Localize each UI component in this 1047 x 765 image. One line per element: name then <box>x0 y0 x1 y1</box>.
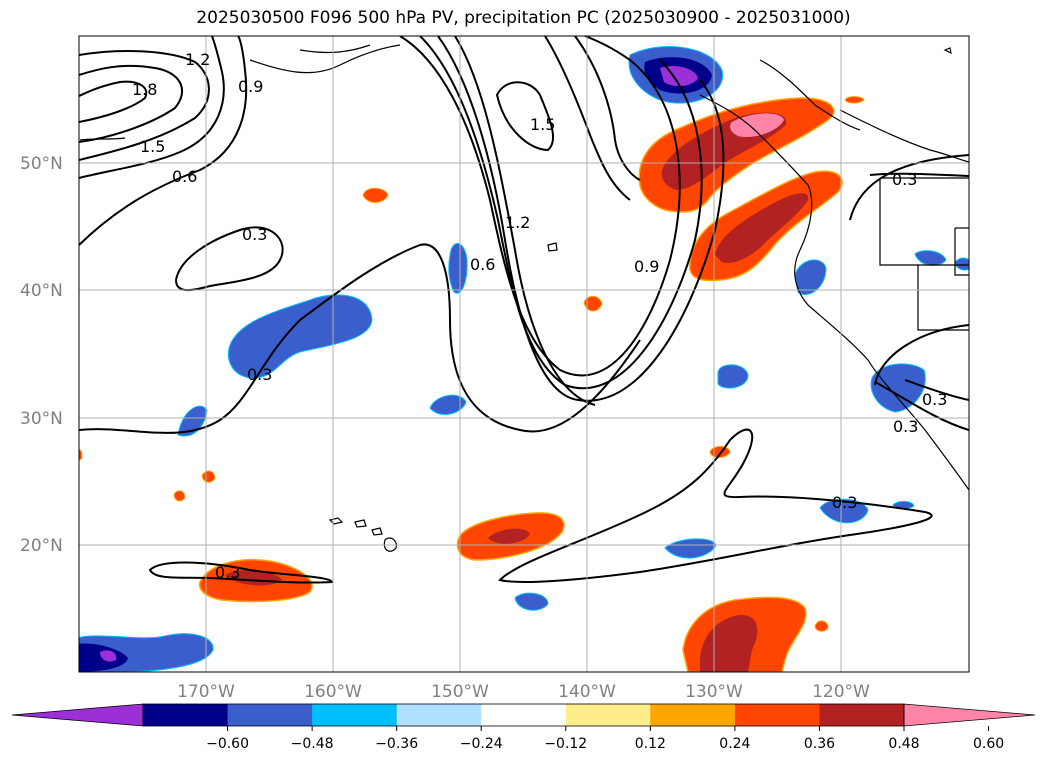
colorbar-segment <box>819 704 905 726</box>
colorbar-tick-label: 0.24 <box>719 736 750 752</box>
lon-label: 140°W <box>558 682 616 702</box>
lon-label: 150°W <box>431 682 489 702</box>
colorbar: −0.60 −0.48 −0.36 −0.24 −0.12 0.12 0.24 0.36 0.4… <box>11 703 1036 752</box>
contour-label: 1.5 <box>530 115 555 134</box>
lon-label: 130°W <box>685 682 743 702</box>
colorbar-tick-label: −0.36 <box>375 736 418 752</box>
plot-border <box>78 35 970 673</box>
lon-label: 170°W <box>177 682 235 702</box>
contour-label-group: 1.2 1.8 1.5 0.9 0.6 0.3 1.5 1.2 0.6 0.9 … <box>132 50 947 582</box>
colorbar-tick-label: −0.48 <box>291 736 334 752</box>
precip-negative-areas <box>79 46 969 672</box>
map-title: 2025030500 F096 500 hPa PV, precipitatio… <box>196 8 851 28</box>
colorbar-segment <box>650 704 736 726</box>
contour-label: 0.3 <box>893 417 918 436</box>
colorbar-tick-label: −0.24 <box>460 736 503 752</box>
colorbar-segment <box>565 704 651 726</box>
lat-label: 30°N <box>20 409 63 429</box>
lon-label: 120°W <box>812 682 870 702</box>
hawaiian-islands <box>328 47 952 552</box>
colorbar-tick-label: −0.60 <box>206 736 249 752</box>
lat-label: 20°N <box>20 536 63 556</box>
colorbar-tick-label: 0.48 <box>888 736 919 752</box>
colorbar-extend-min <box>11 703 144 727</box>
colorbar-segment <box>312 704 398 726</box>
gridlines <box>79 36 969 672</box>
lat-label: 40°N <box>20 281 63 301</box>
contour-label: 0.9 <box>238 77 263 96</box>
lon-label: 160°W <box>304 682 362 702</box>
colorbar-segment <box>227 704 313 726</box>
colorbar-segment <box>396 704 482 726</box>
colorbar-tick-label: −0.12 <box>544 736 587 752</box>
contour-label: 0.3 <box>242 225 267 244</box>
colorbar-segment <box>734 704 820 726</box>
contour-label: 0.6 <box>470 255 495 274</box>
colorbar-tick-label: 0.60 <box>973 736 1004 752</box>
contour-label: 0.3 <box>215 563 240 582</box>
colorbar-border <box>142 703 905 727</box>
contour-label: 0.9 <box>634 257 659 276</box>
colorbar-tick-label: 0.12 <box>635 736 666 752</box>
colorbar-segment <box>143 704 229 726</box>
contour-label: 1.2 <box>185 50 210 69</box>
contour-label: 0.3 <box>247 365 272 384</box>
contour-label: 0.3 <box>892 170 917 189</box>
contour-label: 1.8 <box>132 80 157 99</box>
colorbar-segment <box>481 704 567 726</box>
lat-label: 50°N <box>20 154 63 174</box>
coastlines <box>79 44 969 491</box>
contour-label: 1.5 <box>140 137 165 156</box>
pv-contours <box>79 36 969 584</box>
contour-label: 0.3 <box>832 493 857 512</box>
colorbar-tick-label: 0.36 <box>804 736 835 752</box>
contour-label: 0.6 <box>172 167 197 186</box>
contour-label: 1.2 <box>505 213 530 232</box>
colorbar-extend-max <box>903 703 1036 727</box>
contour-label: 0.3 <box>922 390 947 409</box>
